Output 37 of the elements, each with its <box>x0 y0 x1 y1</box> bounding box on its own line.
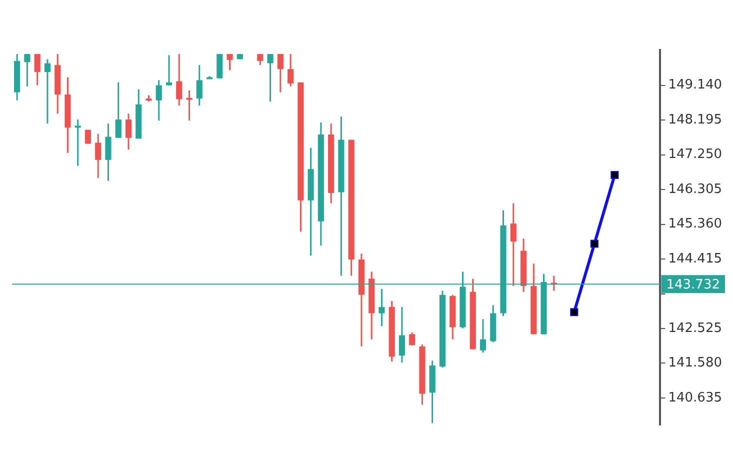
candlestick <box>398 306 405 364</box>
candlestick <box>378 288 385 327</box>
y-tick-label: 140.635 <box>668 390 722 406</box>
y-tick-label: 147.250 <box>668 147 722 162</box>
candlestick <box>226 53 233 71</box>
point <box>610 170 619 180</box>
y-tick-label: 145.360 <box>668 216 722 232</box>
candlestick <box>510 202 516 287</box>
candlestick <box>34 53 40 86</box>
ref-line-label: 143.732 <box>666 277 720 292</box>
candlestick <box>115 82 122 139</box>
candlestick <box>95 133 102 179</box>
candlestick <box>277 53 284 94</box>
y-tick-label: 146.305 <box>668 182 722 197</box>
candlestick <box>267 53 274 102</box>
y-tick-label: 148.195 <box>668 112 722 128</box>
y-tick-label: 149.140 <box>668 78 722 93</box>
point <box>570 308 578 316</box>
candlestick <box>186 90 192 122</box>
candlestick <box>176 53 182 106</box>
candlestick <box>125 112 132 150</box>
y-tick-label: 141.580 <box>668 356 722 371</box>
candlestick <box>257 53 264 66</box>
candlestick <box>24 53 30 88</box>
y-tick-label: 144.415 <box>668 251 722 266</box>
y-tick-label: 142.525 <box>668 320 722 336</box>
candlestick <box>84 129 92 144</box>
candlestick <box>409 332 416 346</box>
point <box>590 240 598 248</box>
candlestick <box>196 64 202 106</box>
candlestick <box>480 318 486 354</box>
candlestick <box>156 79 162 122</box>
candlestick <box>74 118 81 167</box>
candlestick <box>44 58 50 124</box>
candlestick <box>288 53 294 88</box>
candlestick <box>105 122 112 182</box>
candlestick <box>166 54 172 86</box>
